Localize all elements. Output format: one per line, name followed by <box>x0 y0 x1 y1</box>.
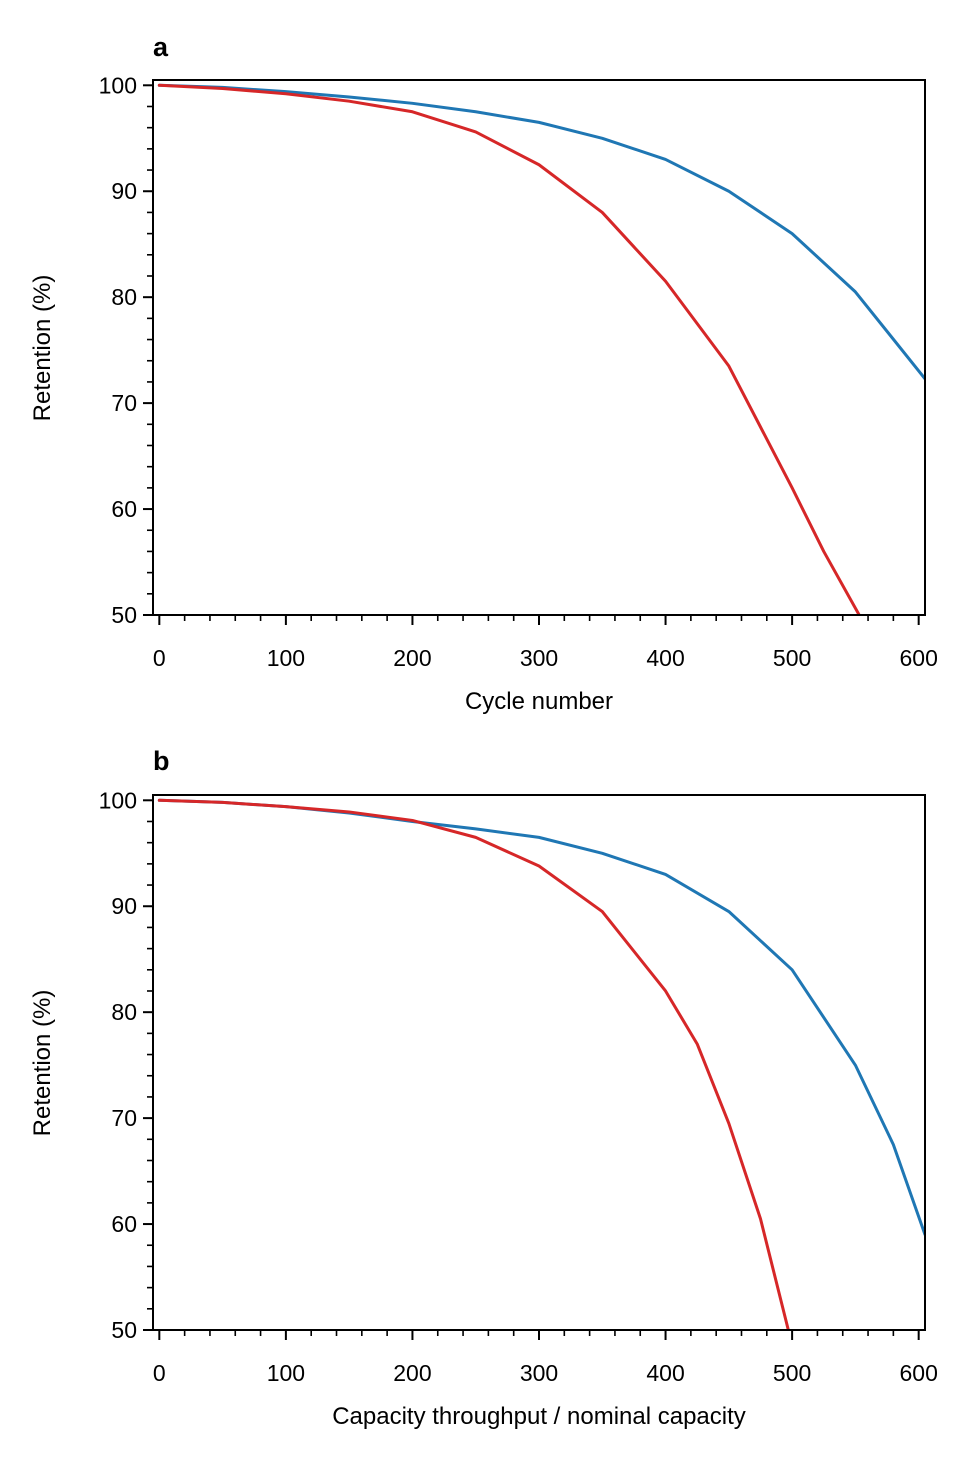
panel-b-y-tick-label: 100 <box>99 787 137 813</box>
panel-b-label: b <box>153 746 170 776</box>
panel-a-x-tick-label: 300 <box>520 645 558 671</box>
panel-b-plot-frame <box>152 794 926 1331</box>
panel-a-ticks: 0 100 200 300 400 500 600 50 60 70 80 90 100 <box>99 72 938 671</box>
panel-a-y-axis-label: Retention (%) <box>29 275 56 422</box>
panel-a-series-line-1 <box>157 83 925 381</box>
panel-a: a 0 100 200 300 400 500 600 50 60 70 80 90 100 Cycle… <box>29 32 938 715</box>
panel-b-x-axis-label: Capacity throughput / nominal capacity <box>332 1403 746 1430</box>
panel-a-y-tick-label: 50 <box>111 602 137 628</box>
panel-a-y-tick-label: 90 <box>111 178 137 204</box>
panel-b-x-tick-label: 0 <box>153 1360 166 1386</box>
panel-a-plot-frame <box>152 79 926 616</box>
panel-b-x-tick-label: 500 <box>773 1360 811 1386</box>
panel-a-x-tick-label: 100 <box>267 645 305 671</box>
panel-b-x-tick-label: 100 <box>267 1360 305 1386</box>
panel-a-x-tick-label: 200 <box>393 645 431 671</box>
panel-a-x-tick-label: 600 <box>899 645 937 671</box>
panel-b-y-tick-label: 70 <box>111 1105 137 1131</box>
panel-b-y-tick-label: 60 <box>111 1211 137 1237</box>
panel-b-x-tick-label: 600 <box>899 1360 937 1386</box>
panel-b-y-axis-label: Retention (%) <box>29 990 56 1137</box>
panel-a-y-tick-label: 70 <box>111 390 137 416</box>
panel-b-ticks: 0 100 200 300 400 500 600 50 60 70 80 90 100 <box>99 787 938 1386</box>
panel-a-x-axis-label: Cycle number <box>465 688 613 715</box>
panel-a-y-tick-label: 60 <box>111 496 137 522</box>
panel-b-series-line-2 <box>157 798 790 1330</box>
panel-a-series-group <box>157 83 925 615</box>
panel-a-series-line-2 <box>157 83 861 615</box>
panel-a-y-tick-label: 100 <box>99 72 137 98</box>
panel-a-x-tick-label: 500 <box>773 645 811 671</box>
panel-b-series-line-1 <box>157 798 925 1237</box>
panel-a-label: a <box>153 32 169 62</box>
panel-a-x-tick-label: 0 <box>153 645 166 671</box>
panel-b-y-tick-label: 90 <box>111 893 137 919</box>
panel-b-y-tick-label: 80 <box>111 999 137 1025</box>
panel-b: b 0 100 200 300 400 500 600 50 60 70 80 90 100 Capac… <box>29 746 938 1430</box>
panel-b-x-tick-label: 400 <box>646 1360 684 1386</box>
panel-b-x-tick-label: 300 <box>520 1360 558 1386</box>
panel-b-x-tick-label: 200 <box>393 1360 431 1386</box>
panel-a-x-tick-label: 400 <box>646 645 684 671</box>
panel-b-y-tick-label: 50 <box>111 1317 137 1343</box>
panel-b-series-group <box>157 798 925 1330</box>
panel-a-y-tick-label: 80 <box>111 284 137 310</box>
